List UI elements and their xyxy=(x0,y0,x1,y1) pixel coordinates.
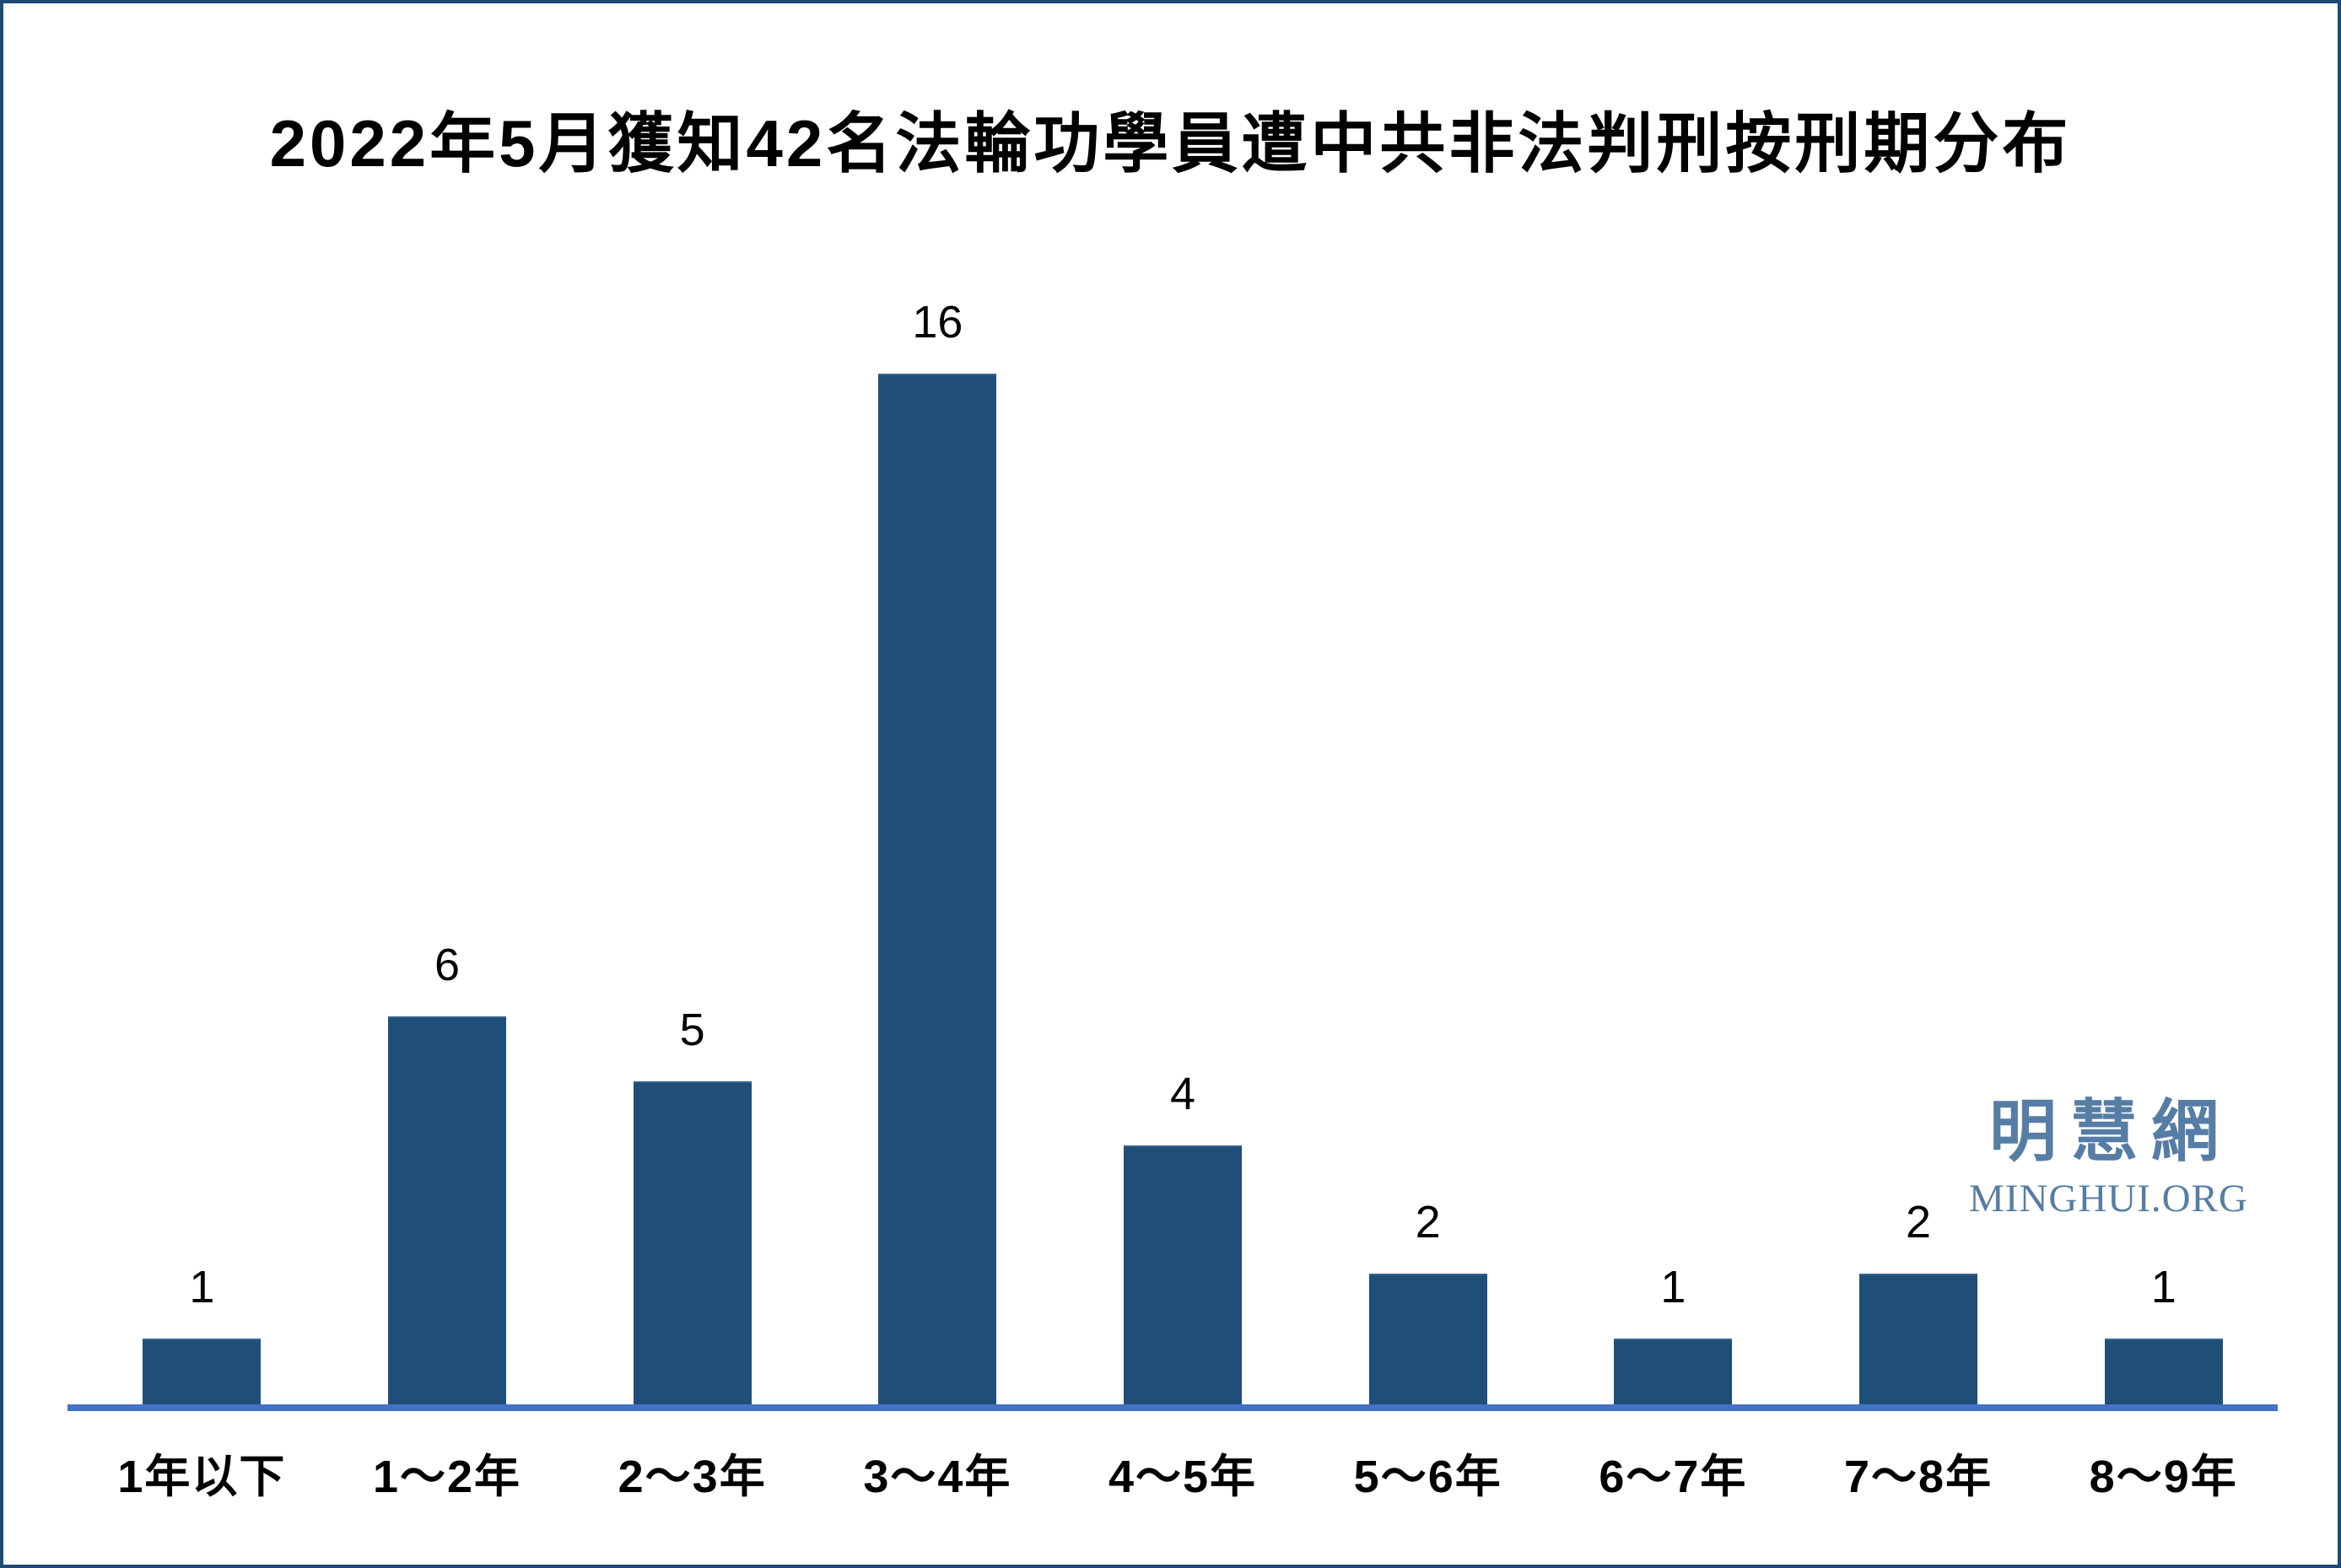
x-axis-category-label: 8～9年 xyxy=(2089,1452,2238,1502)
bar-column: 2 xyxy=(1796,291,2042,1404)
bar-column: 1 xyxy=(79,291,325,1404)
x-axis-labels-row: 1年以下 1～2年 2～3年 3～4年 4～5年 5～6年 6～7年 7～8年 8～9年 xyxy=(79,1439,2286,1506)
bar xyxy=(633,1081,752,1404)
x-axis-category-label: 1年以下 xyxy=(117,1452,287,1502)
x-axis-category-label: 4～5年 xyxy=(1108,1452,1258,1502)
bar-value-label: 16 xyxy=(912,297,963,348)
bar-column: 1 xyxy=(2041,291,2286,1404)
bar-value-label: 2 xyxy=(1906,1197,1932,1247)
bar xyxy=(1124,1145,1243,1404)
bar xyxy=(1368,1274,1487,1404)
bar-value-label: 1 xyxy=(1660,1262,1686,1312)
bar-plot-area: 1 6 5 16 4 2 1 2 1 xyxy=(79,291,2286,1404)
bar xyxy=(1859,1274,1978,1404)
bar xyxy=(143,1339,262,1404)
bar-value-label: 1 xyxy=(189,1262,215,1312)
x-axis-category-label: 7～8年 xyxy=(1844,1452,1993,1502)
x-axis-category-label: 2～3年 xyxy=(618,1452,767,1502)
x-axis-category-label: 3～4年 xyxy=(863,1452,1012,1502)
x-axis-category-label: 5～6年 xyxy=(1353,1452,1502,1502)
bar xyxy=(878,374,997,1404)
bar-column: 6 xyxy=(325,291,570,1404)
bar-value-label: 6 xyxy=(434,940,461,990)
bar xyxy=(388,1016,506,1404)
bar-column: 5 xyxy=(569,291,815,1404)
minghui-logo-latin: MINGHUI.ORG xyxy=(1969,1177,2248,1220)
bar-value-label: 4 xyxy=(1170,1069,1196,1119)
bar-column: 16 xyxy=(815,291,1060,1404)
chart-title: 2022年5月獲知42名法輪功學員遭中共非法判刑按刑期分布 xyxy=(269,106,2072,181)
x-axis-category-label: 1～2年 xyxy=(372,1452,522,1502)
bar-value-label: 2 xyxy=(1415,1197,1441,1247)
bar-value-label: 5 xyxy=(679,1005,705,1055)
bar xyxy=(1614,1339,1733,1404)
minghui-logo-cjk: 明慧網 xyxy=(1989,1094,2232,1169)
minghui-watermark: 明慧網 MINGHUI.ORG xyxy=(1969,1094,2248,1220)
bar xyxy=(2104,1339,2223,1404)
bar-value-label: 1 xyxy=(2150,1262,2176,1312)
x-axis-line xyxy=(67,1404,2278,1411)
bar-column: 1 xyxy=(1551,291,1796,1404)
bar-column: 4 xyxy=(1060,291,1306,1404)
x-axis-category-label: 6～7年 xyxy=(1599,1452,1748,1502)
bar-column: 2 xyxy=(1305,291,1551,1404)
